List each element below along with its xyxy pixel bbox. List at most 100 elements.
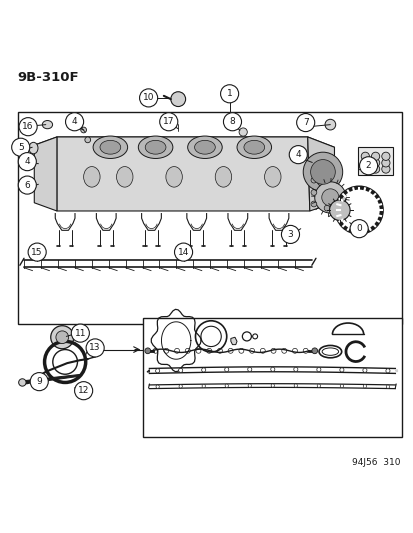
Circle shape (385, 369, 389, 373)
Ellipse shape (116, 167, 133, 187)
Circle shape (220, 85, 238, 103)
Circle shape (178, 385, 182, 388)
Circle shape (223, 112, 241, 131)
Circle shape (311, 348, 317, 354)
Text: 4: 4 (24, 157, 30, 166)
Circle shape (381, 159, 389, 167)
Circle shape (270, 367, 274, 372)
Circle shape (349, 220, 367, 238)
Circle shape (12, 138, 30, 156)
Circle shape (314, 182, 345, 213)
Text: 16: 16 (22, 122, 34, 131)
Text: 4: 4 (295, 150, 300, 159)
Circle shape (65, 112, 83, 131)
Ellipse shape (93, 136, 127, 158)
Polygon shape (394, 370, 396, 372)
Circle shape (271, 384, 274, 387)
Text: 12: 12 (78, 386, 89, 395)
Circle shape (201, 368, 205, 372)
Text: 8: 8 (229, 117, 235, 126)
Circle shape (247, 367, 251, 372)
Circle shape (323, 205, 329, 211)
Circle shape (85, 137, 90, 143)
Text: 2: 2 (365, 161, 370, 170)
Circle shape (381, 152, 389, 160)
Circle shape (310, 201, 316, 207)
Circle shape (321, 189, 338, 206)
Ellipse shape (166, 167, 182, 187)
Polygon shape (21, 374, 81, 384)
Polygon shape (307, 137, 334, 211)
Circle shape (178, 368, 182, 373)
Circle shape (294, 384, 297, 387)
Circle shape (238, 128, 247, 136)
Circle shape (310, 190, 316, 196)
Circle shape (381, 165, 389, 173)
Circle shape (19, 379, 26, 386)
Text: 5: 5 (18, 143, 24, 152)
Circle shape (174, 243, 192, 261)
Circle shape (81, 127, 86, 133)
Circle shape (360, 165, 368, 173)
Circle shape (171, 92, 185, 107)
Circle shape (281, 225, 299, 244)
Ellipse shape (42, 120, 52, 129)
Text: 13: 13 (89, 343, 101, 352)
Circle shape (224, 368, 228, 372)
Circle shape (71, 324, 89, 342)
Ellipse shape (29, 142, 38, 154)
Circle shape (51, 326, 74, 349)
Circle shape (310, 159, 335, 184)
Circle shape (310, 177, 316, 183)
Circle shape (385, 385, 389, 389)
Circle shape (202, 384, 205, 387)
Text: 3: 3 (287, 230, 293, 239)
Text: 17: 17 (163, 117, 174, 126)
Text: 9: 9 (36, 377, 42, 386)
Circle shape (339, 384, 343, 387)
Text: 14: 14 (178, 248, 189, 256)
Circle shape (56, 331, 69, 344)
Circle shape (159, 112, 177, 131)
Circle shape (18, 152, 36, 171)
Polygon shape (34, 137, 334, 147)
Ellipse shape (215, 167, 231, 187)
Text: 1: 1 (226, 90, 232, 98)
Text: 6: 6 (24, 181, 30, 190)
Circle shape (324, 119, 335, 130)
Text: 94J56  310: 94J56 310 (351, 458, 399, 467)
Circle shape (225, 384, 228, 387)
Circle shape (370, 165, 379, 173)
Circle shape (74, 382, 93, 400)
Text: 15: 15 (31, 248, 43, 256)
Ellipse shape (187, 136, 222, 158)
Circle shape (329, 200, 349, 221)
Circle shape (28, 243, 46, 261)
Ellipse shape (194, 140, 215, 154)
Circle shape (293, 367, 297, 372)
Circle shape (337, 203, 343, 208)
Circle shape (370, 159, 379, 167)
Ellipse shape (100, 140, 121, 154)
Ellipse shape (138, 136, 173, 158)
Ellipse shape (243, 140, 264, 154)
Bar (18, 112, 401, 324)
Circle shape (86, 339, 104, 357)
Circle shape (316, 368, 320, 372)
Circle shape (139, 89, 157, 107)
Text: 7: 7 (302, 118, 308, 127)
Circle shape (362, 368, 366, 373)
Polygon shape (34, 137, 57, 211)
Circle shape (359, 157, 377, 175)
Circle shape (360, 152, 368, 160)
Bar (143, 318, 401, 437)
Circle shape (30, 373, 48, 391)
Ellipse shape (83, 167, 100, 187)
Bar (358, 147, 392, 175)
Text: 9B-310F: 9B-310F (18, 71, 79, 84)
Circle shape (296, 114, 314, 132)
Polygon shape (230, 337, 237, 345)
Polygon shape (147, 370, 149, 372)
Circle shape (19, 118, 37, 136)
Circle shape (247, 384, 251, 387)
